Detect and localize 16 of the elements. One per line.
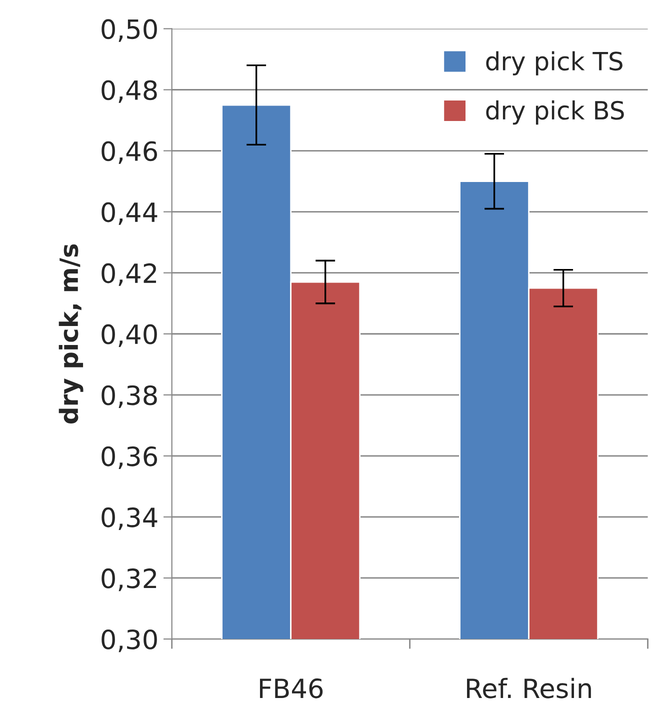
y-tick-label: 0,32: [102, 568, 156, 592]
legend-label: dry pick BS: [486, 100, 624, 125]
y-tick-label: 0,50: [102, 19, 157, 42]
y-tick-label: 0,34: [102, 507, 158, 530]
y-tick-label: 0,44: [102, 202, 158, 225]
y-tick-label: 0,42: [102, 263, 156, 286]
y-tick-label: 0,30: [102, 629, 157, 652]
y-tick-label: 0,38: [102, 385, 157, 408]
legend-label: dry pick TS: [486, 51, 622, 76]
y-tick-label: 0,46: [102, 141, 158, 164]
y-tick-label: 0,48: [102, 80, 157, 103]
y-axis-title: dry pick, m/s: [58, 244, 84, 424]
y-tick-label: 0,40: [102, 324, 157, 347]
x-tick-label: Ref. Resin: [467, 678, 591, 698]
y-tick-label: 0,36: [102, 446, 158, 470]
x-tick-label: FB46: [260, 678, 323, 698]
